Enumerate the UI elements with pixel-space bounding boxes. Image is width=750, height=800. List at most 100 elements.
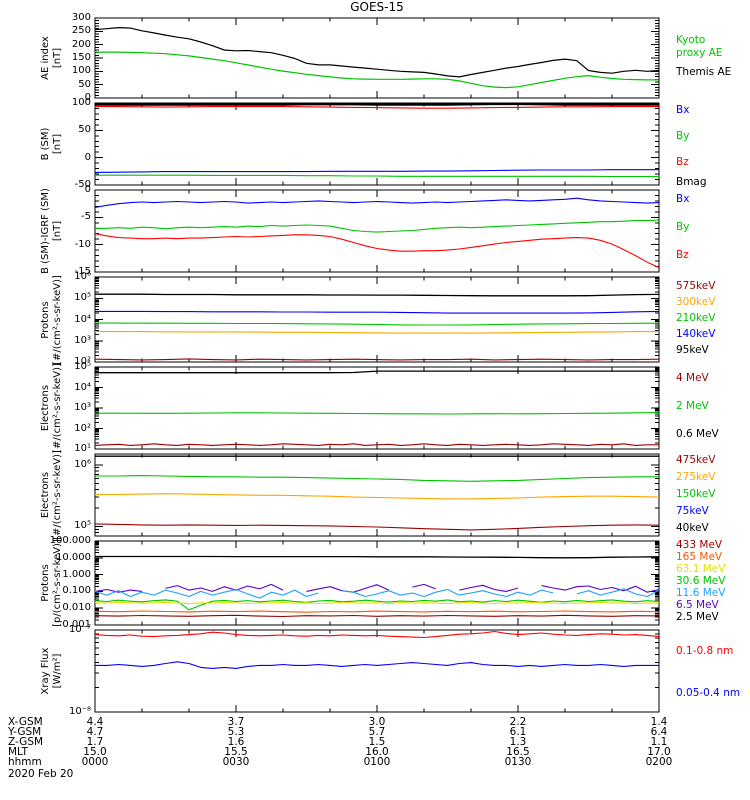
footer-value: 1.4 [650, 716, 668, 728]
footer-value: 1.6 [227, 736, 245, 748]
series-0.1-0.8-nm [95, 630, 659, 639]
series-bz [95, 233, 659, 269]
series-475kev [95, 523, 659, 531]
legend-575kev: 575keV [676, 280, 716, 292]
footer-row-label-z-gsm: Z-GSM [8, 736, 44, 748]
series-kyoto-proxy-ae [95, 51, 659, 89]
series-by [95, 219, 659, 233]
ytick-label-pmev: 0.001 [62, 619, 91, 630]
legend-2.5-mev: 2.5 MeV [676, 611, 719, 623]
legend-bx: Bx [676, 104, 690, 116]
footer-value: 2.2 [509, 716, 527, 728]
axis-title-ekev: Electrons [#/(cm²-s-sr-keV)] [40, 450, 63, 540]
legend-bz: Bz [676, 249, 689, 261]
footer-row-label-x-gsm: X-GSM [8, 716, 43, 728]
ytick-label-emev: 10¹ [74, 443, 91, 454]
footer-value: 4.7 [86, 726, 104, 738]
legend-0.05-0.4-nm: 0.05-0.4 nm [676, 687, 741, 699]
ytick-label-ae: 50 [78, 78, 91, 90]
ytick-label-emev: 10² [74, 422, 91, 434]
ytick-label-pmev: 0.010 [62, 602, 91, 614]
series-210kev [95, 322, 659, 326]
ytick-label-xray: 10⁻⁷ [68, 624, 91, 635]
ytick-label-bsm: 100 [71, 97, 91, 108]
legend-bx: Bx [676, 193, 690, 205]
axis-title-bigrf: B (SM)-IGRF (SM) [nT] [40, 188, 63, 274]
panel-xray [94, 629, 660, 713]
ytick-label-pkev: 10³ [74, 334, 91, 346]
legend-4-mev: 4 MeV [676, 372, 709, 384]
ytick-label-ekev: 10⁵ [74, 520, 91, 532]
ytick-label-pmev: 100.000 [49, 535, 91, 546]
legend-kyoto-proxy-ae: Kyoto proxy AE [676, 34, 723, 59]
legend-63.1-mev: 63.1 MeV [676, 563, 726, 575]
ytick-label-ekev: 10⁶ [74, 458, 91, 470]
footer-value: 6.1 [509, 726, 527, 738]
series-0.6-mev [95, 370, 659, 374]
ytick-label-ae: 200 [71, 38, 91, 50]
footer-value: 1.7 [86, 736, 104, 748]
footer-value: 3.0 [368, 716, 386, 728]
panel-ae [94, 17, 660, 99]
series-bx [95, 197, 659, 209]
ytick-label-bsm: 0 [84, 151, 91, 163]
legend-300kev: 300keV [676, 296, 716, 308]
footer-value: 0030 [222, 756, 250, 768]
footer-value: 16.5 [506, 746, 530, 758]
legend-bz: Bz [676, 156, 689, 168]
legend-210kev: 210keV [676, 312, 716, 324]
axis-title-emev: Electrons [#/(cm²-s-sr-keV)] [40, 363, 63, 453]
series-165-mev [95, 610, 659, 613]
legend-30.6-mev: 30.6 MeV [676, 575, 726, 587]
series-by [95, 174, 659, 178]
series-30.6-mev [95, 599, 659, 611]
series-4-mev [95, 443, 659, 446]
legend-150kev: 150keV [676, 488, 716, 500]
ytick-label-ae: 150 [71, 52, 91, 63]
ytick-label-emev: 10⁵ [74, 361, 91, 372]
footer-value: 5.3 [227, 726, 245, 738]
footer-value: 0130 [504, 756, 532, 768]
legend-6.5-mev: 6.5 MeV [676, 599, 719, 611]
series-bz [95, 106, 659, 109]
series-575kev [95, 358, 659, 361]
legend-433-mev: 433 MeV [676, 539, 723, 551]
page-title: GOES-15 [350, 0, 404, 14]
series-0.05-0.4-nm [95, 661, 659, 669]
legend-11.6-mev: 11.6 MeV [676, 587, 726, 599]
panel-bsm [94, 102, 660, 186]
axis-title-bsm: B (SM) [nT] [40, 127, 63, 161]
ytick-label-ae: 0 [84, 92, 91, 103]
ytick-label-bigrf: -5 [81, 211, 91, 223]
footer-row-label-y-gsm: Y-GSM [8, 726, 42, 738]
series-6.5-mev [95, 583, 659, 593]
legend-140kev: 140keV [676, 328, 716, 340]
series-bmag [95, 103, 659, 106]
ytick-label-pkev: 10² [74, 356, 91, 367]
ytick-label-pmev: 1.000 [62, 568, 91, 580]
footer-value: 0100 [363, 756, 391, 768]
footer-value: 0200 [645, 756, 673, 768]
footer-value: 1.3 [509, 736, 527, 748]
footer-value: 3.7 [227, 716, 245, 728]
series-themis-ae [95, 27, 659, 78]
series-433-mev [95, 614, 659, 618]
footer-value: 17.0 [647, 746, 671, 758]
series-95kev [95, 293, 659, 297]
axis-title-pmev: Protons [p/(cm²-s-sr-keV)] [40, 539, 63, 627]
panel-ekev [94, 453, 660, 537]
ytick-label-ae: 300 [71, 12, 91, 23]
legend-by: By [676, 130, 690, 142]
legend-0.6-mev: 0.6 MeV [676, 428, 719, 440]
legend-95kev: 95keV [676, 344, 709, 356]
axis-title-xray: Xray Flux [W/m²] [40, 647, 63, 695]
legend-0.1-0.8-nm: 0.1-0.8 nm [676, 645, 734, 657]
ytick-label-emev: 10⁴ [74, 381, 91, 393]
ytick-label-pkev: 10⁴ [74, 313, 91, 325]
ytick-label-pkev: 10⁵ [74, 292, 91, 304]
footer-value: 4.4 [86, 716, 104, 728]
legend-by: By [676, 221, 690, 233]
ytick-label-pkev: 10⁶ [74, 271, 91, 282]
